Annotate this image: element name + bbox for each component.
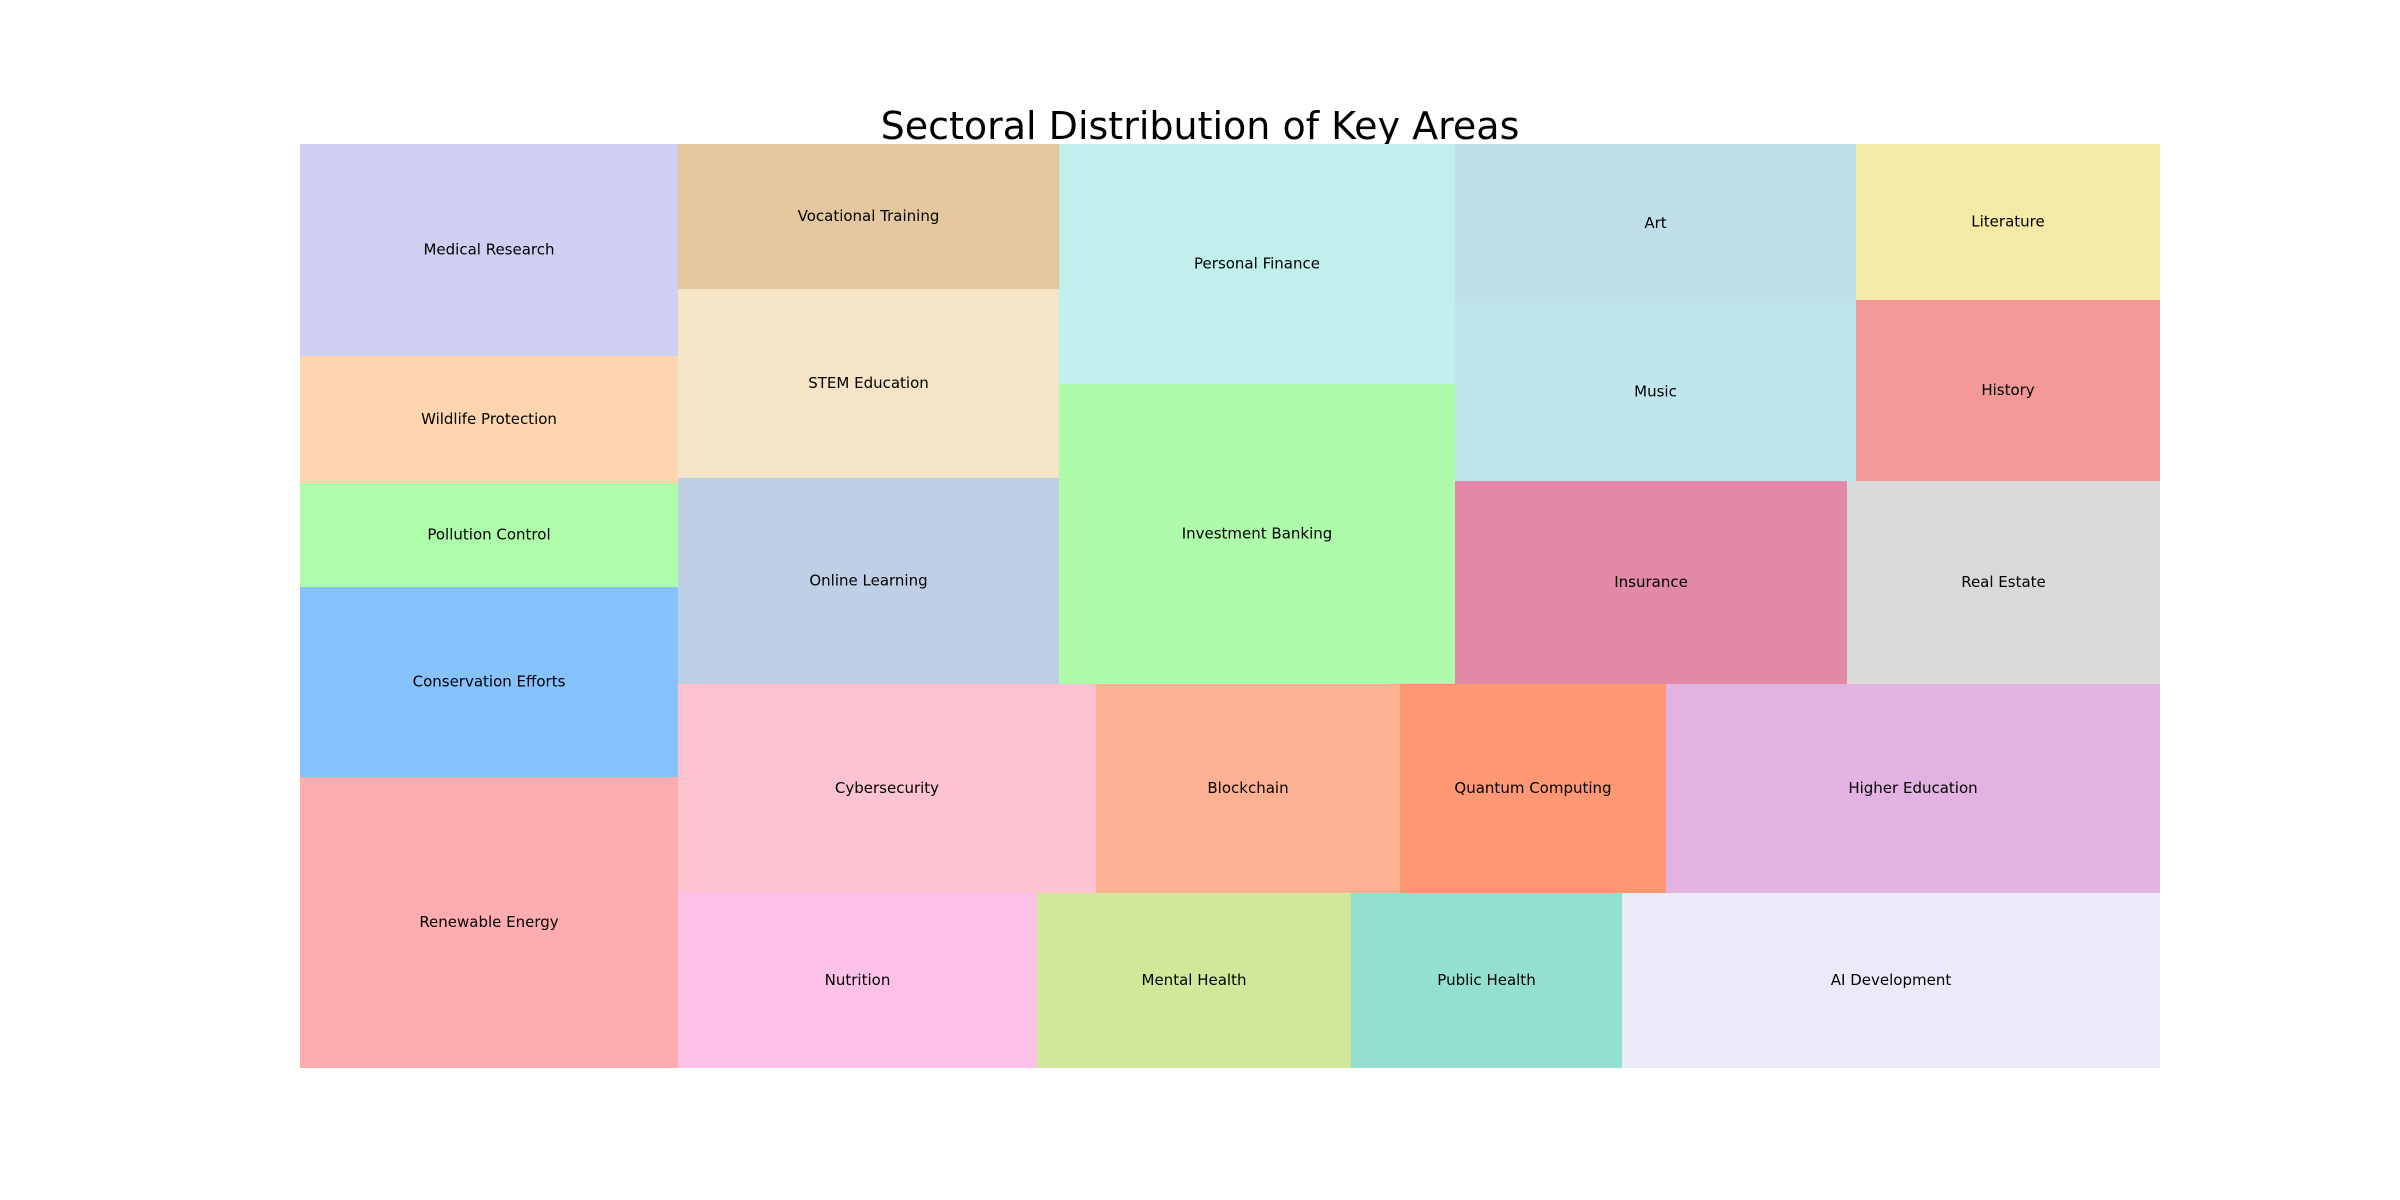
tile-medical-research [300, 144, 678, 356]
chart-title: Sectoral Distribution of Key Areas [880, 104, 1520, 148]
tile-label-literature: Literature [1971, 213, 2044, 231]
tile-vocational-training [678, 144, 1059, 289]
tile-label-art: Art [1644, 214, 1666, 232]
tile-label-music: Music [1634, 383, 1677, 401]
tile-label-medical-research: Medical Research [423, 241, 554, 259]
tile-label-renewable-energy: Renewable Energy [419, 913, 558, 931]
tile-label-wildlife-protection: Wildlife Protection [421, 410, 557, 428]
tile-stem-education [678, 289, 1059, 478]
tile-label-insurance: Insurance [1614, 573, 1688, 591]
tile-pollution-control [300, 483, 678, 587]
tile-label-personal-finance: Personal Finance [1194, 255, 1320, 273]
tile-label-public-health: Public Health [1437, 971, 1535, 989]
tile-label-higher-education: Higher Education [1848, 779, 1977, 797]
tile-literature [1856, 144, 2160, 300]
tile-label-history: History [1981, 381, 2034, 399]
tile-nutrition [678, 893, 1037, 1068]
tile-ai-development [1622, 893, 2160, 1068]
tile-label-online-learning: Online Learning [809, 572, 927, 590]
tile-wildlife-protection [300, 356, 678, 483]
tile-label-stem-education: STEM Education [808, 374, 929, 392]
tile-quantum-computing [1400, 684, 1666, 893]
tile-real-estate [1847, 481, 2160, 684]
tile-label-pollution-control: Pollution Control [427, 526, 550, 544]
tile-investment-banking [1059, 384, 1455, 684]
tile-conservation-efforts [300, 587, 678, 777]
tile-label-vocational-training: Vocational Training [798, 207, 940, 225]
tile-renewable-energy [300, 777, 678, 1068]
tile-insurance [1455, 481, 1847, 684]
tile-cybersecurity [678, 684, 1096, 893]
tile-label-quantum-computing: Quantum Computing [1454, 779, 1611, 797]
tile-personal-finance [1059, 144, 1455, 384]
tile-online-learning [678, 478, 1059, 684]
tile-music [1455, 303, 1856, 481]
tile-higher-education [1666, 684, 2160, 893]
tile-label-ai-development: AI Development [1831, 971, 1952, 989]
tile-label-mental-health: Mental Health [1142, 971, 1247, 989]
tile-label-cybersecurity: Cybersecurity [835, 779, 939, 797]
tile-label-investment-banking: Investment Banking [1182, 525, 1333, 543]
tile-label-conservation-efforts: Conservation Efforts [413, 673, 566, 691]
tile-label-nutrition: Nutrition [825, 971, 891, 989]
tile-label-real-estate: Real Estate [1961, 573, 2046, 591]
tile-public-health [1351, 893, 1622, 1068]
tile-history [1856, 300, 2160, 481]
tile-label-blockchain: Blockchain [1207, 779, 1288, 797]
tile-blockchain [1096, 684, 1400, 893]
tile-art [1455, 144, 1856, 303]
tile-mental-health [1037, 893, 1351, 1068]
